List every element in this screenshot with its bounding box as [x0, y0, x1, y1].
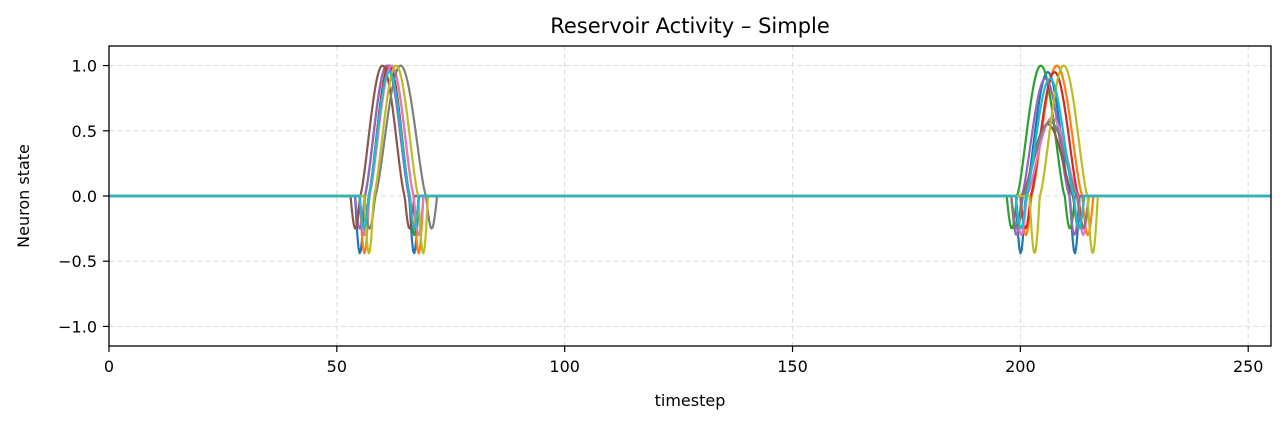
y-axis-label: Neuron state: [14, 144, 33, 248]
x-tick-label: 150: [777, 357, 808, 376]
y-tick-label: 0.0: [72, 187, 97, 206]
series-line-9: [109, 64, 1271, 255]
x-tick-label: 200: [1005, 357, 1036, 376]
y-tick-label: 0.5: [72, 122, 97, 141]
y-tick-label: −0.5: [58, 252, 97, 271]
y-tick-label: 1.0: [72, 57, 97, 76]
series-line-10: [109, 70, 1271, 230]
y-tick-label: −1.0: [58, 317, 97, 336]
x-tick-label: 50: [327, 357, 347, 376]
chart-title: Reservoir Activity – Simple: [550, 14, 830, 38]
x-axis-ticks: 0 50 100 150 200 250: [104, 346, 1264, 376]
x-tick-label: 0: [104, 357, 114, 376]
y-axis-ticks: −1.0 −0.5 0.0 0.5 1.0: [58, 57, 109, 336]
x-tick-label: 250: [1233, 357, 1264, 376]
x-axis-label: timestep: [655, 391, 726, 410]
x-tick-label: 100: [549, 357, 580, 376]
series-group: [109, 64, 1271, 255]
